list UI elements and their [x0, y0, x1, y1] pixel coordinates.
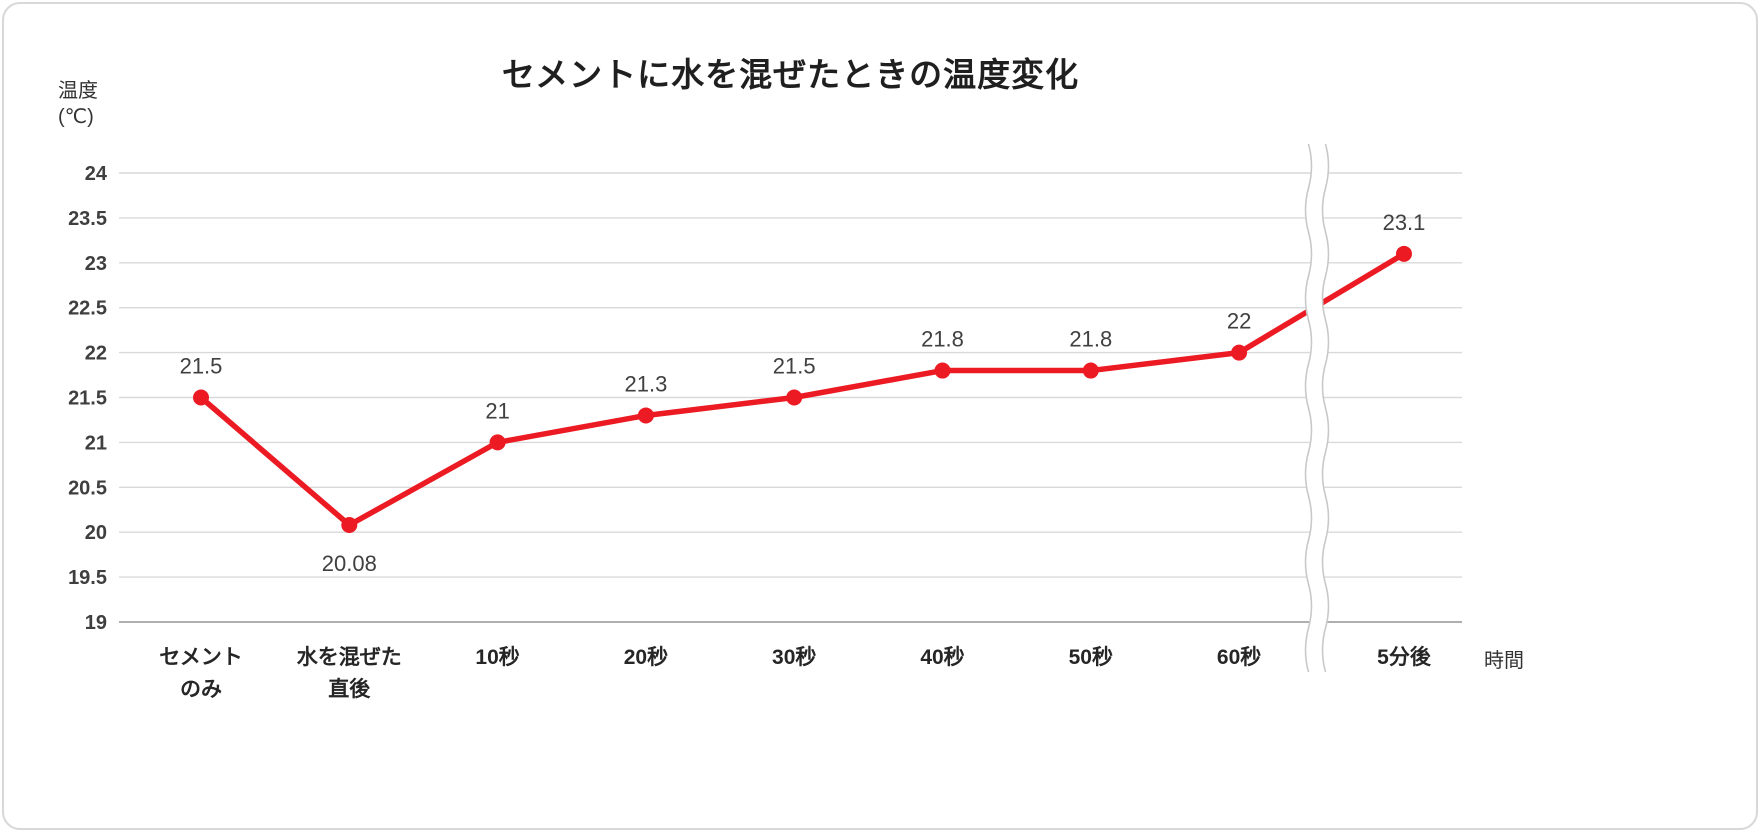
y-tick-label: 20.5	[68, 477, 107, 499]
y-tick-label: 24	[85, 163, 108, 185]
data-point-label: 21.3	[624, 371, 667, 396]
data-point-label: 23.1	[1383, 210, 1426, 235]
axis-break-line	[1321, 143, 1330, 673]
x-tick-label: 水を混ぜた直後	[297, 646, 402, 701]
data-point	[489, 434, 506, 451]
data-point	[786, 389, 803, 406]
x-axis-title: 時間	[1484, 650, 1524, 672]
y-tick-label: 20	[85, 522, 107, 544]
y-tick-label: 21	[85, 432, 107, 454]
data-point	[1082, 362, 1099, 379]
data-point	[341, 517, 358, 534]
x-tick-label: 50秒	[1069, 645, 1113, 669]
data-point-label: 21.8	[921, 327, 964, 352]
data-point	[637, 407, 654, 424]
y-tick-label: 21.5	[68, 388, 107, 410]
y-tick-label: 22	[85, 343, 107, 365]
y-axis-title: 温度 (℃)	[58, 80, 98, 128]
data-point-label: 21.8	[1069, 327, 1112, 352]
x-tick-label: 40秒	[920, 645, 964, 669]
x-tick-label: 10秒	[475, 645, 519, 669]
chart-title: セメントに水を混ぜたときの温度変化	[501, 56, 1080, 93]
data-point-label: 21	[485, 398, 509, 423]
x-tick-label: セメントのみ	[159, 646, 243, 701]
axis-break-line	[1304, 143, 1313, 673]
series-line	[198, 251, 1407, 528]
axis-break-mask	[1305, 141, 1329, 675]
data-point-label: 21.5	[773, 354, 816, 379]
line-chart-canvas: 19 19.5 20 20.5 21 21.5 22 22.5 23 23.5 24 21.5 20.0…	[68, 141, 1462, 701]
data-point	[1231, 344, 1248, 361]
data-point-label: 21.5	[180, 354, 223, 379]
x-tick-label: 20秒	[624, 645, 668, 669]
y-tick-label: 23.5	[68, 208, 107, 230]
y-tick-label: 19	[85, 612, 107, 634]
y-tick-label: 22.5	[68, 298, 107, 320]
x-tick-label: 30秒	[772, 645, 816, 669]
data-point-label: 22	[1227, 309, 1251, 334]
data-point	[934, 362, 951, 379]
y-tick-label: 19.5	[68, 567, 107, 589]
y-tick-label: 23	[85, 253, 107, 275]
data-point	[1396, 245, 1412, 262]
x-tick-label: 5分後	[1377, 645, 1432, 669]
data-point	[193, 389, 209, 406]
data-point-label: 20.08	[322, 551, 377, 576]
x-tick-label: 60秒	[1217, 645, 1261, 669]
